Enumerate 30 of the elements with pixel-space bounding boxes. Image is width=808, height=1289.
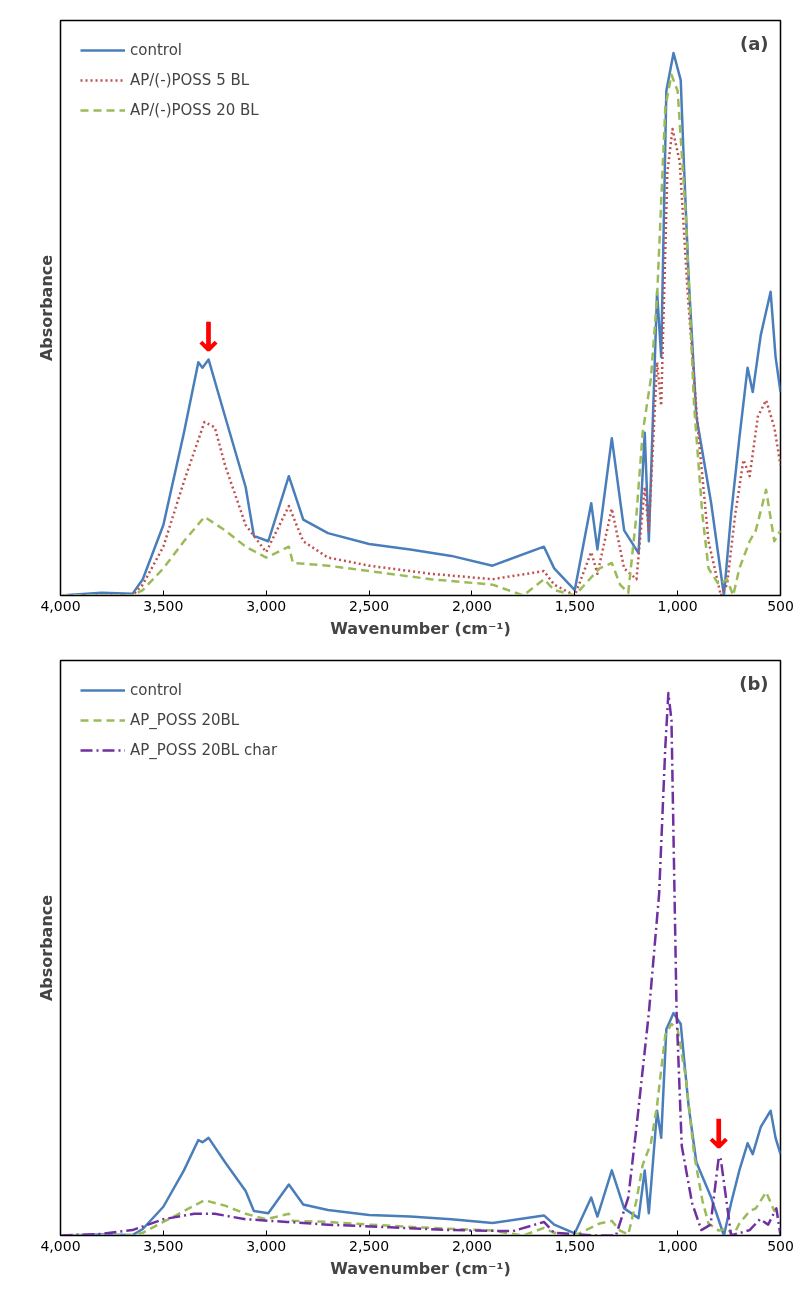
x-tick-label: 3,500 xyxy=(143,1237,184,1254)
x-tick-label: 3,000 xyxy=(246,597,287,614)
annotation: ↓ xyxy=(702,1110,736,1157)
x-tick-label: 500 xyxy=(767,1237,794,1254)
x-tick-label: 3,000 xyxy=(246,1237,287,1254)
x-tick-label: 2,000 xyxy=(451,1237,492,1254)
x-tick-label: 1,500 xyxy=(554,597,595,614)
annotation: (a) xyxy=(739,32,769,54)
legend-label: AP/(-)POSS 5 BL xyxy=(130,71,250,89)
legend-label: AP_POSS 20BL xyxy=(130,711,240,729)
x-tick-label: 4,000 xyxy=(40,597,81,614)
y-axis-title: Absorbance xyxy=(36,254,56,362)
x-tick-label: 3,500 xyxy=(143,597,184,614)
x-tick-label: 1,500 xyxy=(554,1237,595,1254)
x-tick-label: 1,000 xyxy=(657,1237,698,1254)
x-tick-label: 4,000 xyxy=(40,1237,81,1254)
x-tick-label: 2,500 xyxy=(349,1237,390,1254)
legend-label: control xyxy=(130,681,182,699)
x-tick-label: 500 xyxy=(767,597,794,614)
x-axis-title: Wavenumber (cm⁻¹) xyxy=(330,1258,511,1278)
x-tick-label: 2,500 xyxy=(349,597,390,614)
legend-label: AP_POSS 20BL char xyxy=(130,741,278,759)
legend-label: control xyxy=(130,41,182,59)
x-tick-label: 1,000 xyxy=(657,597,698,614)
x-axis-title: Wavenumber (cm⁻¹) xyxy=(330,618,511,638)
y-axis-title: Absorbance xyxy=(36,894,56,1002)
legend-label: AP/(-)POSS 20 BL xyxy=(130,101,259,119)
annotation: (b) xyxy=(739,672,769,694)
annotation: ↓ xyxy=(191,313,226,360)
x-tick-label: 2,000 xyxy=(451,597,492,614)
